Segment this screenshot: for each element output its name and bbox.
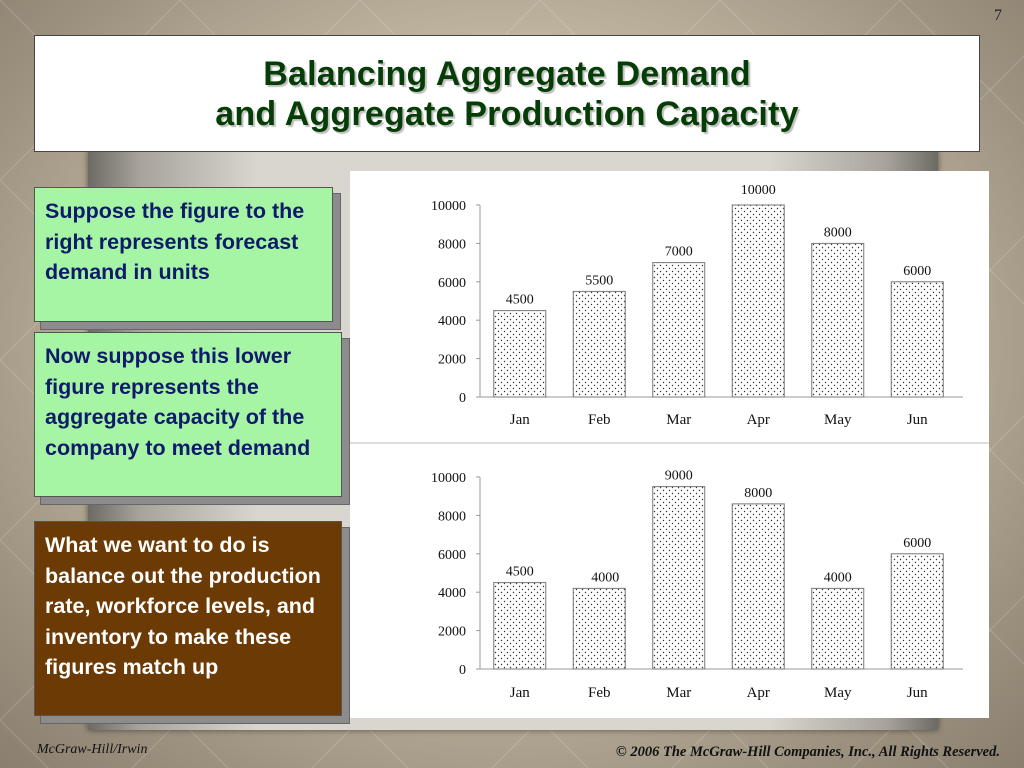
chart-2-x-tick-label: Mar <box>666 685 691 701</box>
chart-2-y-tick-label: 4000 <box>438 586 466 601</box>
chart-1-y-tick-label: 10000 <box>431 199 466 214</box>
chart-1-bar-may <box>811 242 865 398</box>
chart-1-bar-jan <box>493 310 547 398</box>
chart-1-bar-jun <box>890 281 944 398</box>
slide-title-line-1: Balancing Aggregate Demand <box>263 54 751 93</box>
chart-1-data-label: 5500 <box>585 273 613 288</box>
chart-2-x-tick-label: Jan <box>510 685 530 701</box>
chart-2-data-label: 4000 <box>824 570 852 585</box>
chart-1-x-tick-label: Jun <box>907 412 928 428</box>
chart-1-x-tick-label: May <box>824 412 852 428</box>
chart-2-bar-jun <box>890 553 944 670</box>
chart-1-y-tick-label: 8000 <box>438 237 466 252</box>
chart-2-data-label: 4500 <box>506 565 534 580</box>
chart-1-bar-apr <box>731 204 785 398</box>
chart-2-y-tick-label: 2000 <box>438 625 466 640</box>
chart-1-bar-feb <box>572 290 626 398</box>
chart-2-data-label: 4000 <box>591 570 619 585</box>
chart-1-y-tick-label: 0 <box>459 391 466 406</box>
chart-2-x-tick-label: May <box>824 685 852 701</box>
chart-2-bar-may <box>811 587 865 670</box>
chart-2-x-tick-label: Jun <box>907 685 928 701</box>
title-box: Balancing Aggregate Demand and Aggregate… <box>34 35 980 152</box>
charts-svg: 0 2000 4000 6000 8000 10000 4500 Jan 5500 Feb 7000… <box>350 183 989 701</box>
chart-2-data-label: 8000 <box>744 486 772 501</box>
footer-copyright: © 2006 The McGraw-Hill Companies, Inc., … <box>615 744 1000 760</box>
chart-2-bar-feb <box>572 587 626 670</box>
slide-title-line-2: and Aggregate Production Capacity <box>215 94 799 133</box>
chart-1-x-tick-label: Jan <box>510 412 530 428</box>
chart-2-x-tick-label: Apr <box>747 685 770 701</box>
chart-2-y-tick-label: 10000 <box>431 471 466 486</box>
chart-2-bar-jan <box>493 582 547 670</box>
chart-2-y-tick-label: 0 <box>459 663 466 678</box>
callout-forecast-demand: Suppose the figure to the right represen… <box>34 187 333 322</box>
chart-2-bar-apr <box>731 503 785 670</box>
chart-1-y-tick-label: 2000 <box>438 353 466 368</box>
chart-panel: 0 2000 4000 6000 8000 10000 4500 Jan 5500 Feb 7000… <box>350 171 989 718</box>
page-number: 7 <box>994 7 1002 24</box>
chart-1-data-label: 8000 <box>824 225 852 240</box>
chart-1-data-label: 10000 <box>741 183 776 198</box>
chart-1-data-label: 4500 <box>506 293 534 308</box>
chart-2-data-label: 9000 <box>665 469 693 484</box>
chart-1-y-tick-label: 4000 <box>438 314 466 329</box>
callout-balance-goal: What we want to do is balance out the pr… <box>34 521 342 716</box>
callout-aggregate-capacity: Now suppose this lower figure represents… <box>34 332 342 497</box>
chart-2-bar-mar <box>652 486 706 670</box>
chart-1-data-label: 7000 <box>665 245 693 260</box>
chart-1-x-tick-label: Mar <box>666 412 691 428</box>
chart-2-y-tick-label: 6000 <box>438 548 466 563</box>
footer-publisher: McGraw-Hill/Irwin <box>37 742 148 757</box>
chart-1-bar-mar <box>652 262 706 398</box>
chart-2-data-label: 6000 <box>903 536 931 551</box>
chart-1-y-tick-label: 6000 <box>438 276 466 291</box>
chart-1-x-tick-label: Feb <box>588 412 611 428</box>
chart-1-x-tick-label: Apr <box>747 412 770 428</box>
chart-1-data-label: 6000 <box>903 264 931 279</box>
chart-2-x-tick-label: Feb <box>588 685 611 701</box>
chart-2-y-tick-label: 8000 <box>438 509 466 524</box>
